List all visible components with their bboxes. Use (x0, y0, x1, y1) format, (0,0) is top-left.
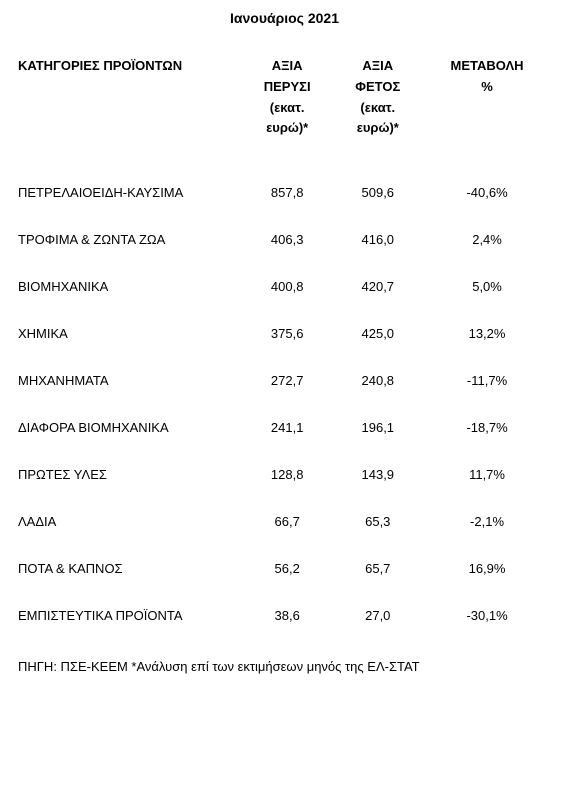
cell-last-year: 857,8 (242, 169, 333, 216)
cell-this-year: 420,7 (332, 263, 423, 310)
cell-last-year: 272,7 (242, 357, 333, 404)
table-row: ΜΗΧΑΝΗΜΑΤΑ272,7240,8-11,7% (18, 357, 551, 404)
table-row: ΒΙΟΜΗΧΑΝΙΚΑ400,8420,75,0% (18, 263, 551, 310)
cell-category: ΠΡΩΤΕΣ ΥΛΕΣ (18, 451, 242, 498)
cell-last-year: 375,6 (242, 310, 333, 357)
col-header-this-year: ΑΞΙΑ ΦΕΤΟΣ (εκατ. ευρώ)* (332, 56, 423, 169)
table-row: ΠΡΩΤΕΣ ΥΛΕΣ128,8143,911,7% (18, 451, 551, 498)
col-header-line: ΑΞΙΑ (272, 58, 303, 73)
col-header-line: (εκατ. (270, 100, 305, 115)
cell-this-year: 196,1 (332, 404, 423, 451)
col-header-change: ΜΕΤΑΒΟΛΗ % (423, 56, 551, 169)
cell-category: ΠΕΤΡΕΛΑΙΟΕΙΔΗ-ΚΑΥΣΙΜΑ (18, 169, 242, 216)
col-header-line: ΜΕΤΑΒΟΛΗ (451, 58, 524, 73)
cell-last-year: 38,6 (242, 592, 333, 639)
cell-category: ΠΟΤΑ & ΚΑΠΝΟΣ (18, 545, 242, 592)
cell-this-year: 143,9 (332, 451, 423, 498)
table-row: ΤΡΟΦΙΜΑ & ΖΩΝΤΑ ΖΩΑ406,3416,02,4% (18, 216, 551, 263)
cell-this-year: 416,0 (332, 216, 423, 263)
cell-change: 2,4% (423, 216, 551, 263)
cell-this-year: 65,3 (332, 498, 423, 545)
col-header-line: ευρώ)* (266, 120, 308, 135)
cell-this-year: 509,6 (332, 169, 423, 216)
col-header-line: ΦΕΤΟΣ (355, 79, 400, 94)
table-row: ΧΗΜΙΚΑ375,6425,013,2% (18, 310, 551, 357)
table-row: ΠΕΤΡΕΛΑΙΟΕΙΔΗ-ΚΑΥΣΙΜΑ857,8509,6-40,6% (18, 169, 551, 216)
cell-change: -2,1% (423, 498, 551, 545)
col-header-line: ευρώ)* (357, 120, 399, 135)
cell-change: 16,9% (423, 545, 551, 592)
col-header-line: (εκατ. (360, 100, 395, 115)
footer-note: ΠΗΓΗ: ΠΣΕ-ΚΕΕΜ *Ανάλυση επί των εκτιμήσε… (18, 659, 551, 674)
cell-this-year: 27,0 (332, 592, 423, 639)
cell-last-year: 66,7 (242, 498, 333, 545)
cell-category: ΤΡΟΦΙΜΑ & ΖΩΝΤΑ ΖΩΑ (18, 216, 242, 263)
cell-this-year: 65,7 (332, 545, 423, 592)
col-header-line: % (481, 79, 493, 94)
cell-change: -18,7% (423, 404, 551, 451)
col-header-line: ΑΞΙΑ (362, 58, 393, 73)
cell-change: -30,1% (423, 592, 551, 639)
table-row: ΛΑΔΙΑ66,765,3-2,1% (18, 498, 551, 545)
col-header-last-year: ΑΞΙΑ ΠΕΡΥΣΙ (εκατ. ευρώ)* (242, 56, 333, 169)
cell-category: ΧΗΜΙΚΑ (18, 310, 242, 357)
page-title: Ιανουάριος 2021 (18, 10, 551, 26)
cell-last-year: 56,2 (242, 545, 333, 592)
cell-change: -11,7% (423, 357, 551, 404)
table-row: ΕΜΠΙΣΤΕΥΤΙΚΑ ΠΡΟΪΟΝΤΑ38,627,0-30,1% (18, 592, 551, 639)
cell-category: ΒΙΟΜΗΧΑΝΙΚΑ (18, 263, 242, 310)
table-header-row: ΚΑΤΗΓΟΡΙΕΣ ΠΡΟΪΟΝΤΩΝ ΑΞΙΑ ΠΕΡΥΣΙ (εκατ. … (18, 56, 551, 169)
cell-category: ΛΑΔΙΑ (18, 498, 242, 545)
col-header-category: ΚΑΤΗΓΟΡΙΕΣ ΠΡΟΪΟΝΤΩΝ (18, 56, 242, 169)
col-header-line: ΠΕΡΥΣΙ (264, 79, 311, 94)
col-header-line: ΚΑΤΗΓΟΡΙΕΣ ΠΡΟΪΟΝΤΩΝ (18, 58, 182, 73)
cell-change: 13,2% (423, 310, 551, 357)
cell-change: 11,7% (423, 451, 551, 498)
data-table: ΚΑΤΗΓΟΡΙΕΣ ΠΡΟΪΟΝΤΩΝ ΑΞΙΑ ΠΕΡΥΣΙ (εκατ. … (18, 56, 551, 639)
cell-last-year: 128,8 (242, 451, 333, 498)
table-body: ΠΕΤΡΕΛΑΙΟΕΙΔΗ-ΚΑΥΣΙΜΑ857,8509,6-40,6%ΤΡΟ… (18, 169, 551, 639)
cell-category: ΜΗΧΑΝΗΜΑΤΑ (18, 357, 242, 404)
cell-this-year: 425,0 (332, 310, 423, 357)
table-row: ΠΟΤΑ & ΚΑΠΝΟΣ56,265,716,9% (18, 545, 551, 592)
cell-change: -40,6% (423, 169, 551, 216)
cell-last-year: 400,8 (242, 263, 333, 310)
cell-last-year: 241,1 (242, 404, 333, 451)
cell-last-year: 406,3 (242, 216, 333, 263)
cell-change: 5,0% (423, 263, 551, 310)
cell-category: ΔΙΑΦΟΡΑ ΒΙΟΜΗΧΑΝΙΚΑ (18, 404, 242, 451)
table-row: ΔΙΑΦΟΡΑ ΒΙΟΜΗΧΑΝΙΚΑ241,1196,1-18,7% (18, 404, 551, 451)
cell-this-year: 240,8 (332, 357, 423, 404)
cell-category: ΕΜΠΙΣΤΕΥΤΙΚΑ ΠΡΟΪΟΝΤΑ (18, 592, 242, 639)
